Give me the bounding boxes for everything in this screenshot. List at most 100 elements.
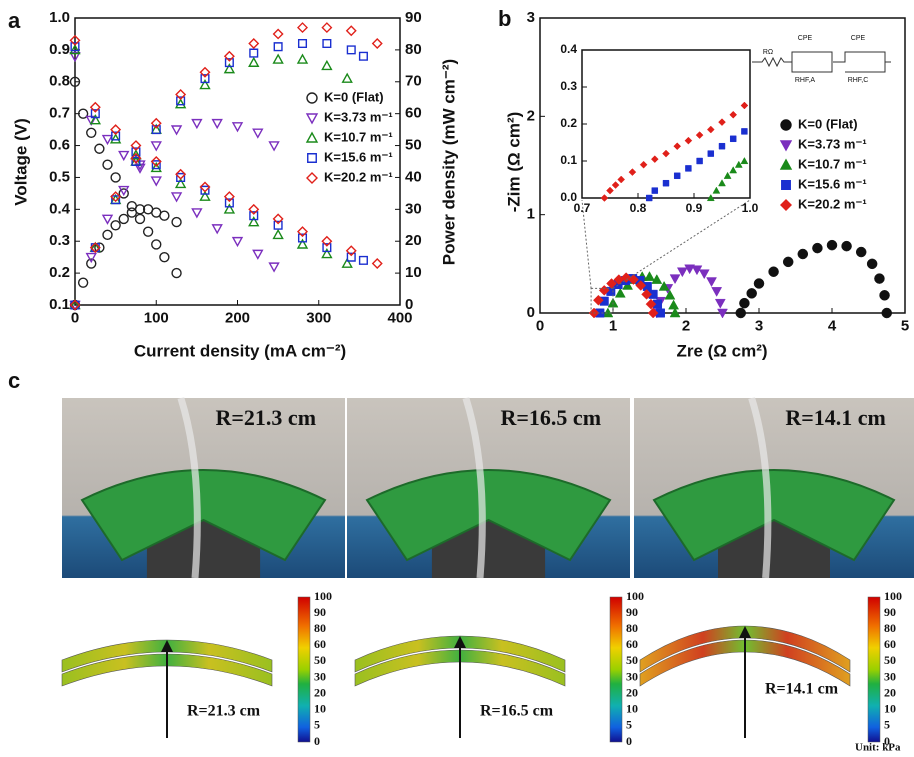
y-tick-label: 0.4 <box>49 200 71 217</box>
legend-marker <box>780 199 792 211</box>
legend-label: K=15.6 m⁻¹ <box>798 176 867 191</box>
circuit-label: RΩ <box>763 49 773 56</box>
y-tick-label: 0.1 <box>49 296 70 313</box>
x-tick-label: 0 <box>536 317 544 334</box>
marker <box>109 133 122 144</box>
marker <box>826 239 838 251</box>
marker <box>174 177 187 189</box>
marker <box>130 152 142 164</box>
marker <box>151 239 162 250</box>
marker <box>69 43 81 55</box>
y-tick-label: 0.2 <box>49 264 70 281</box>
sim-band <box>61 639 273 673</box>
marker <box>645 298 657 310</box>
legend-label: K=10.7 m⁻¹ <box>324 129 393 144</box>
marker <box>268 141 280 152</box>
marker <box>118 213 129 225</box>
marker <box>134 213 146 225</box>
y-tick-label: 0.3 <box>49 232 70 249</box>
legend-marker <box>779 140 793 152</box>
colorbar-label: 100 <box>884 589 902 603</box>
legend-marker <box>781 180 791 190</box>
marker <box>191 118 203 130</box>
colorbar-label: 0 <box>314 734 320 748</box>
y2-axis-label: Power density (mW cm⁻²) <box>439 59 458 265</box>
zoom-box <box>590 287 614 314</box>
legend-marker <box>306 172 318 184</box>
legend-marker <box>780 119 792 131</box>
colorbar-label: 50 <box>884 653 896 667</box>
x-tick-label: 400 <box>387 309 412 326</box>
marker <box>110 172 121 183</box>
marker <box>170 192 183 203</box>
marker <box>142 226 154 237</box>
marker <box>650 155 659 164</box>
legend-label: K=0 (Flat) <box>798 116 858 131</box>
marker <box>175 168 187 180</box>
x-tick-label: 200 <box>225 309 250 326</box>
y-tick-label: 0.3 <box>560 79 577 93</box>
marker <box>171 216 182 228</box>
zoom-guide <box>612 199 751 289</box>
sim-label: R=14.1 cm <box>765 681 839 698</box>
circuit-label: CPE <box>851 35 866 42</box>
marker <box>85 252 97 264</box>
marker <box>77 277 89 288</box>
colorbar <box>609 596 623 743</box>
legend-marker <box>305 113 319 125</box>
y-tick-label: 0.7 <box>49 105 70 122</box>
x-tick-label: 0.7 <box>574 201 591 215</box>
marker <box>268 262 280 273</box>
colorbar-label: 10 <box>626 702 638 716</box>
marker <box>651 187 659 194</box>
marker <box>707 150 715 157</box>
colorbar <box>867 596 881 743</box>
legend-marker <box>779 158 793 170</box>
y2-tick-label: 10 <box>405 264 422 281</box>
plot-frame <box>74 17 401 306</box>
y-tick-label: 1.0 <box>49 9 70 26</box>
legend-label: K=20.2 m⁻¹ <box>324 169 393 184</box>
marker <box>248 216 260 227</box>
marker <box>628 168 637 176</box>
colorbar-label: 30 <box>626 669 638 683</box>
marker <box>358 51 368 61</box>
marker <box>717 308 728 319</box>
sim-band <box>639 625 851 673</box>
marker <box>729 135 737 143</box>
colorbar-label: 30 <box>314 669 326 683</box>
legend-marker <box>307 153 317 163</box>
photo-tube <box>748 396 772 579</box>
y2-tick-label: 50 <box>405 137 422 154</box>
colorbar-label: 90 <box>314 605 326 619</box>
marker <box>89 101 101 113</box>
sim-band <box>639 639 851 687</box>
x-tick-label: 0.9 <box>686 201 703 215</box>
legend-label: K=3.73 m⁻¹ <box>324 109 393 124</box>
colorbar-label: 10 <box>884 702 896 716</box>
marker <box>651 274 663 284</box>
x-tick-label: 4 <box>828 317 837 334</box>
sim-arrowhead <box>739 626 751 638</box>
marker <box>118 150 130 162</box>
colorbar-label: 30 <box>884 669 896 683</box>
marker <box>170 125 183 136</box>
y-tick-label: 0.6 <box>49 137 70 154</box>
colorbar-label: 0 <box>626 734 632 748</box>
marker <box>676 267 688 278</box>
marker <box>345 245 357 257</box>
marker <box>248 56 260 67</box>
colorbar-label: 20 <box>314 685 326 699</box>
sim-band <box>354 649 566 687</box>
circuit-label: RHF,A <box>795 77 816 84</box>
marker <box>200 185 210 195</box>
marker <box>611 181 620 189</box>
marker <box>174 98 187 109</box>
marker <box>223 63 236 74</box>
y2-tick-label: 40 <box>405 168 422 185</box>
marker <box>617 175 626 184</box>
marker <box>110 220 121 231</box>
marker <box>658 280 670 291</box>
y2-tick-label: 30 <box>405 200 422 217</box>
marker <box>695 131 704 139</box>
